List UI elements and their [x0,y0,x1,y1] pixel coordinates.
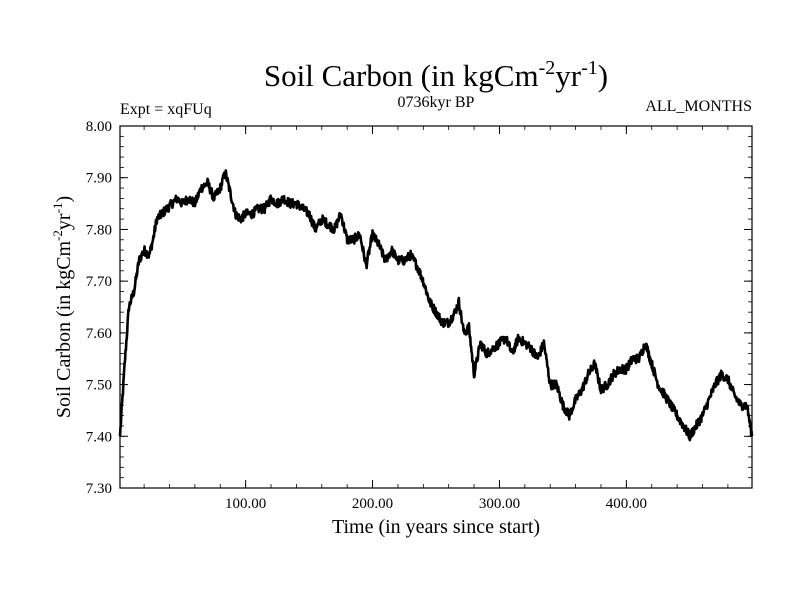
y-tick-label: 7.60 [86,326,112,342]
period-label: 0736kyr BP [398,94,475,111]
y-tick-label: 7.30 [86,481,112,497]
x-tick-label: 300.00 [479,496,520,512]
y-axis-label: Soil Carbon (in kgCm-2yr-1) [50,196,75,418]
y-tick-label: 7.70 [86,274,112,290]
y-axis: 7.30 7.40 7.50 7.60 7.70 7.80 7.90 8.00 [86,119,752,497]
x-axis-label: Time (in years since start) [332,516,540,538]
y-tick-label: 7.40 [86,429,112,445]
months-label: ALL_MONTHS [645,98,752,115]
chart-title: Soil Carbon (in kgCm-2yr-1) [264,57,608,93]
y-tick-label: 7.50 [86,378,112,394]
y-tick-label: 8.00 [86,119,112,135]
y-tick-label: 7.80 [86,222,112,238]
x-tick-label: 100.00 [225,496,266,512]
x-tick-label: 200.00 [352,496,393,512]
series-line-soil-carbon [118,169,754,442]
x-tick-label: 400.00 [606,496,647,512]
plot-frame [119,125,753,489]
experiment-label: Expt = xqFUq [120,101,212,118]
x-axis: 100.00 200.00 300.00 400.00 [143,126,729,512]
y-tick-label: 7.90 [86,171,112,187]
